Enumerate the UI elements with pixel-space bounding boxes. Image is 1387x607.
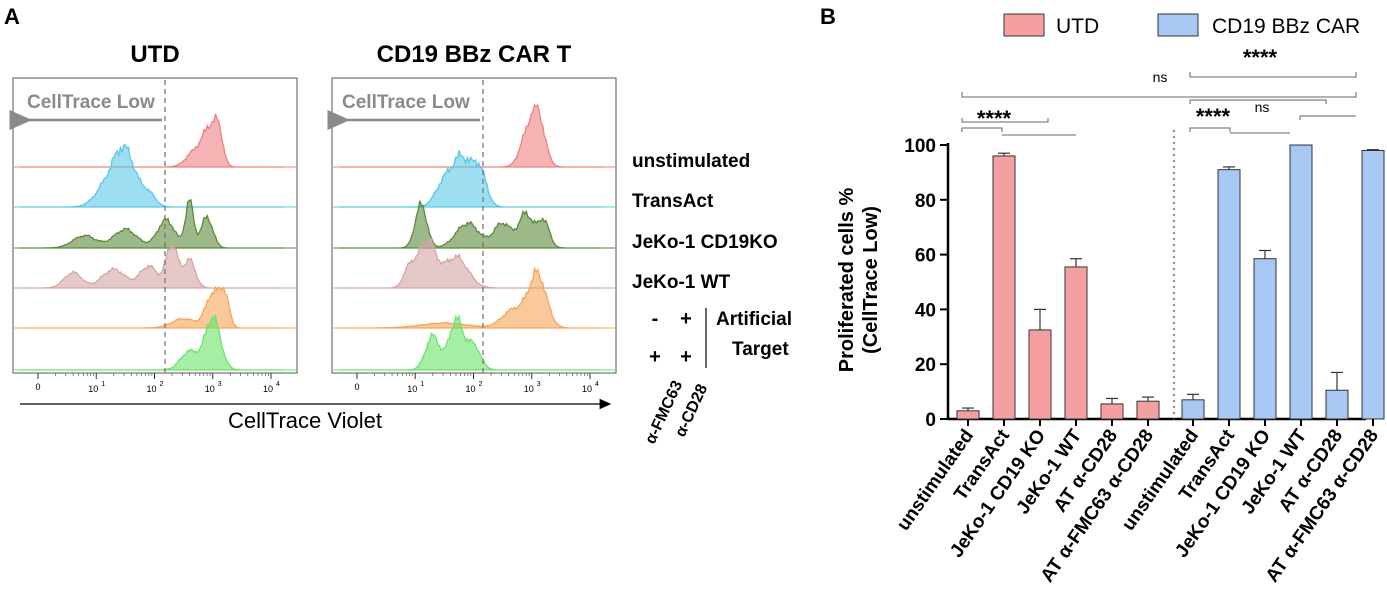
bar-car-3 <box>1289 144 1313 420</box>
utd-histogram-1 <box>20 144 283 208</box>
bar-car-2 <box>1253 258 1277 420</box>
utd-tick-label-base: 10 <box>263 384 273 394</box>
right-histogram-panel <box>333 103 615 371</box>
panel-a-label: A <box>4 4 20 29</box>
significance-brackets: ns **** ns **** **** <box>961 45 1357 136</box>
left-histogram-panel <box>14 113 296 371</box>
y-tick-label: 60 <box>915 246 936 267</box>
car-tick-label-0: 0 <box>354 382 359 392</box>
row-label-unstimulated: unstimulated <box>632 151 750 172</box>
sig-stars-car: **** <box>1196 104 1231 129</box>
utd-tick-label-0: 0 <box>35 382 40 392</box>
sign-fmc63-row1: - <box>652 308 659 330</box>
legend-swatch-utd <box>1003 13 1045 37</box>
y-axis-label-line1: Proliferated cells % <box>836 188 858 373</box>
bracket-car-inner <box>1189 127 1231 132</box>
utd-tick-label-base: 10 <box>205 384 215 394</box>
legend-label-utd: UTD <box>1056 15 1099 38</box>
bar-utd-5 <box>1136 400 1160 420</box>
utd-histogram-0 <box>20 113 283 168</box>
sign-cd28-row2: + <box>680 346 692 368</box>
right-x-ticks: 0 10 1 10 2 10 3 10 4 <box>354 373 599 394</box>
y-tick-label: 0 <box>925 410 936 431</box>
bracket-ns-right <box>1299 115 1356 120</box>
utd-title: UTD <box>130 41 179 68</box>
utd-tick-label-exp: 3 <box>218 381 222 388</box>
bracket-utd-inner <box>961 127 1003 132</box>
row-label-transact: TransAct <box>632 191 714 212</box>
car-tick-label-base: 10 <box>524 384 534 394</box>
utd-tick-label-exp: 4 <box>276 381 280 388</box>
sig-ns-right: ns <box>1255 99 1270 115</box>
sign-fmc63-row2: + <box>649 346 661 368</box>
car-tick-label-base: 10 <box>582 384 592 394</box>
bracket-utd-sub <box>961 118 1049 123</box>
sig-stars-utd: **** <box>977 106 1012 131</box>
bar-car-0 <box>1181 399 1205 420</box>
car-tick-label-exp: 4 <box>595 381 599 388</box>
utd-tick-label-exp: 2 <box>160 381 164 388</box>
ns-bracket-top <box>961 92 1357 98</box>
utd-tick-label-base: 10 <box>146 384 156 394</box>
sign-cd28-row1: + <box>680 308 692 330</box>
utd-histogram-3 <box>20 244 283 289</box>
right-gate-label: CellTrace Low <box>342 92 470 113</box>
car-tick-label-exp: 2 <box>479 381 483 388</box>
utd-histogram-4 <box>20 285 283 329</box>
bracket-top-right <box>1189 72 1357 78</box>
bar-utd-0 <box>956 410 980 420</box>
panel-b-label: B <box>820 4 836 29</box>
bar-utd-3 <box>1064 266 1088 420</box>
utd-histogram-5 <box>20 314 283 371</box>
utd-tick-label-base: 10 <box>88 384 98 394</box>
utd-tick-label-exp: 1 <box>101 381 105 388</box>
car-histogram-2 <box>339 200 602 249</box>
artificial-target-label-2: Target <box>732 339 789 360</box>
y-tick-label: 40 <box>915 300 936 321</box>
sig-ns-top: ns <box>1153 69 1168 85</box>
y-tick-label: 20 <box>915 355 936 376</box>
car-tick-label-exp: 1 <box>420 381 424 388</box>
car-t-title: CD19 BBz CAR T <box>377 41 572 68</box>
x-axis-label: CellTrace Violet <box>228 408 382 433</box>
left-x-ticks: 0 10 1 10 2 10 3 10 4 <box>35 373 280 394</box>
sig-stars-top-right: **** <box>1243 45 1278 70</box>
bar-car-5 <box>1361 149 1385 420</box>
car-histogram-1 <box>339 150 602 208</box>
bar-utd-2 <box>1028 329 1052 420</box>
y-tick-label: 100 <box>904 136 936 157</box>
y-tick-label: 80 <box>915 191 936 212</box>
car-tick-label-base: 10 <box>407 384 417 394</box>
row-label-wt: JeKo-1 WT <box>632 272 731 293</box>
legend-swatch-car <box>1157 13 1199 37</box>
left-gate-label: CellTrace Low <box>27 92 155 113</box>
car-tick-label-base: 10 <box>465 384 475 394</box>
car-tick-label-exp: 3 <box>537 381 541 388</box>
bar-utd-4 <box>1100 403 1124 420</box>
bar-utd-1 <box>992 155 1016 420</box>
car-histogram-5 <box>339 314 602 371</box>
y-axis-label-line2: (CellTrace Low) <box>860 206 882 354</box>
left-plot-frame <box>12 77 298 374</box>
artificial-target-label-1: Artificial <box>716 309 792 330</box>
legend-label-car: CD19 BBz CAR <box>1212 15 1360 38</box>
bracket-ns-car <box>1189 99 1327 104</box>
bar-car-1 <box>1217 169 1241 420</box>
row-label-cd19ko: JeKo-1 CD19KO <box>632 232 778 253</box>
bar-car-4 <box>1325 389 1349 420</box>
